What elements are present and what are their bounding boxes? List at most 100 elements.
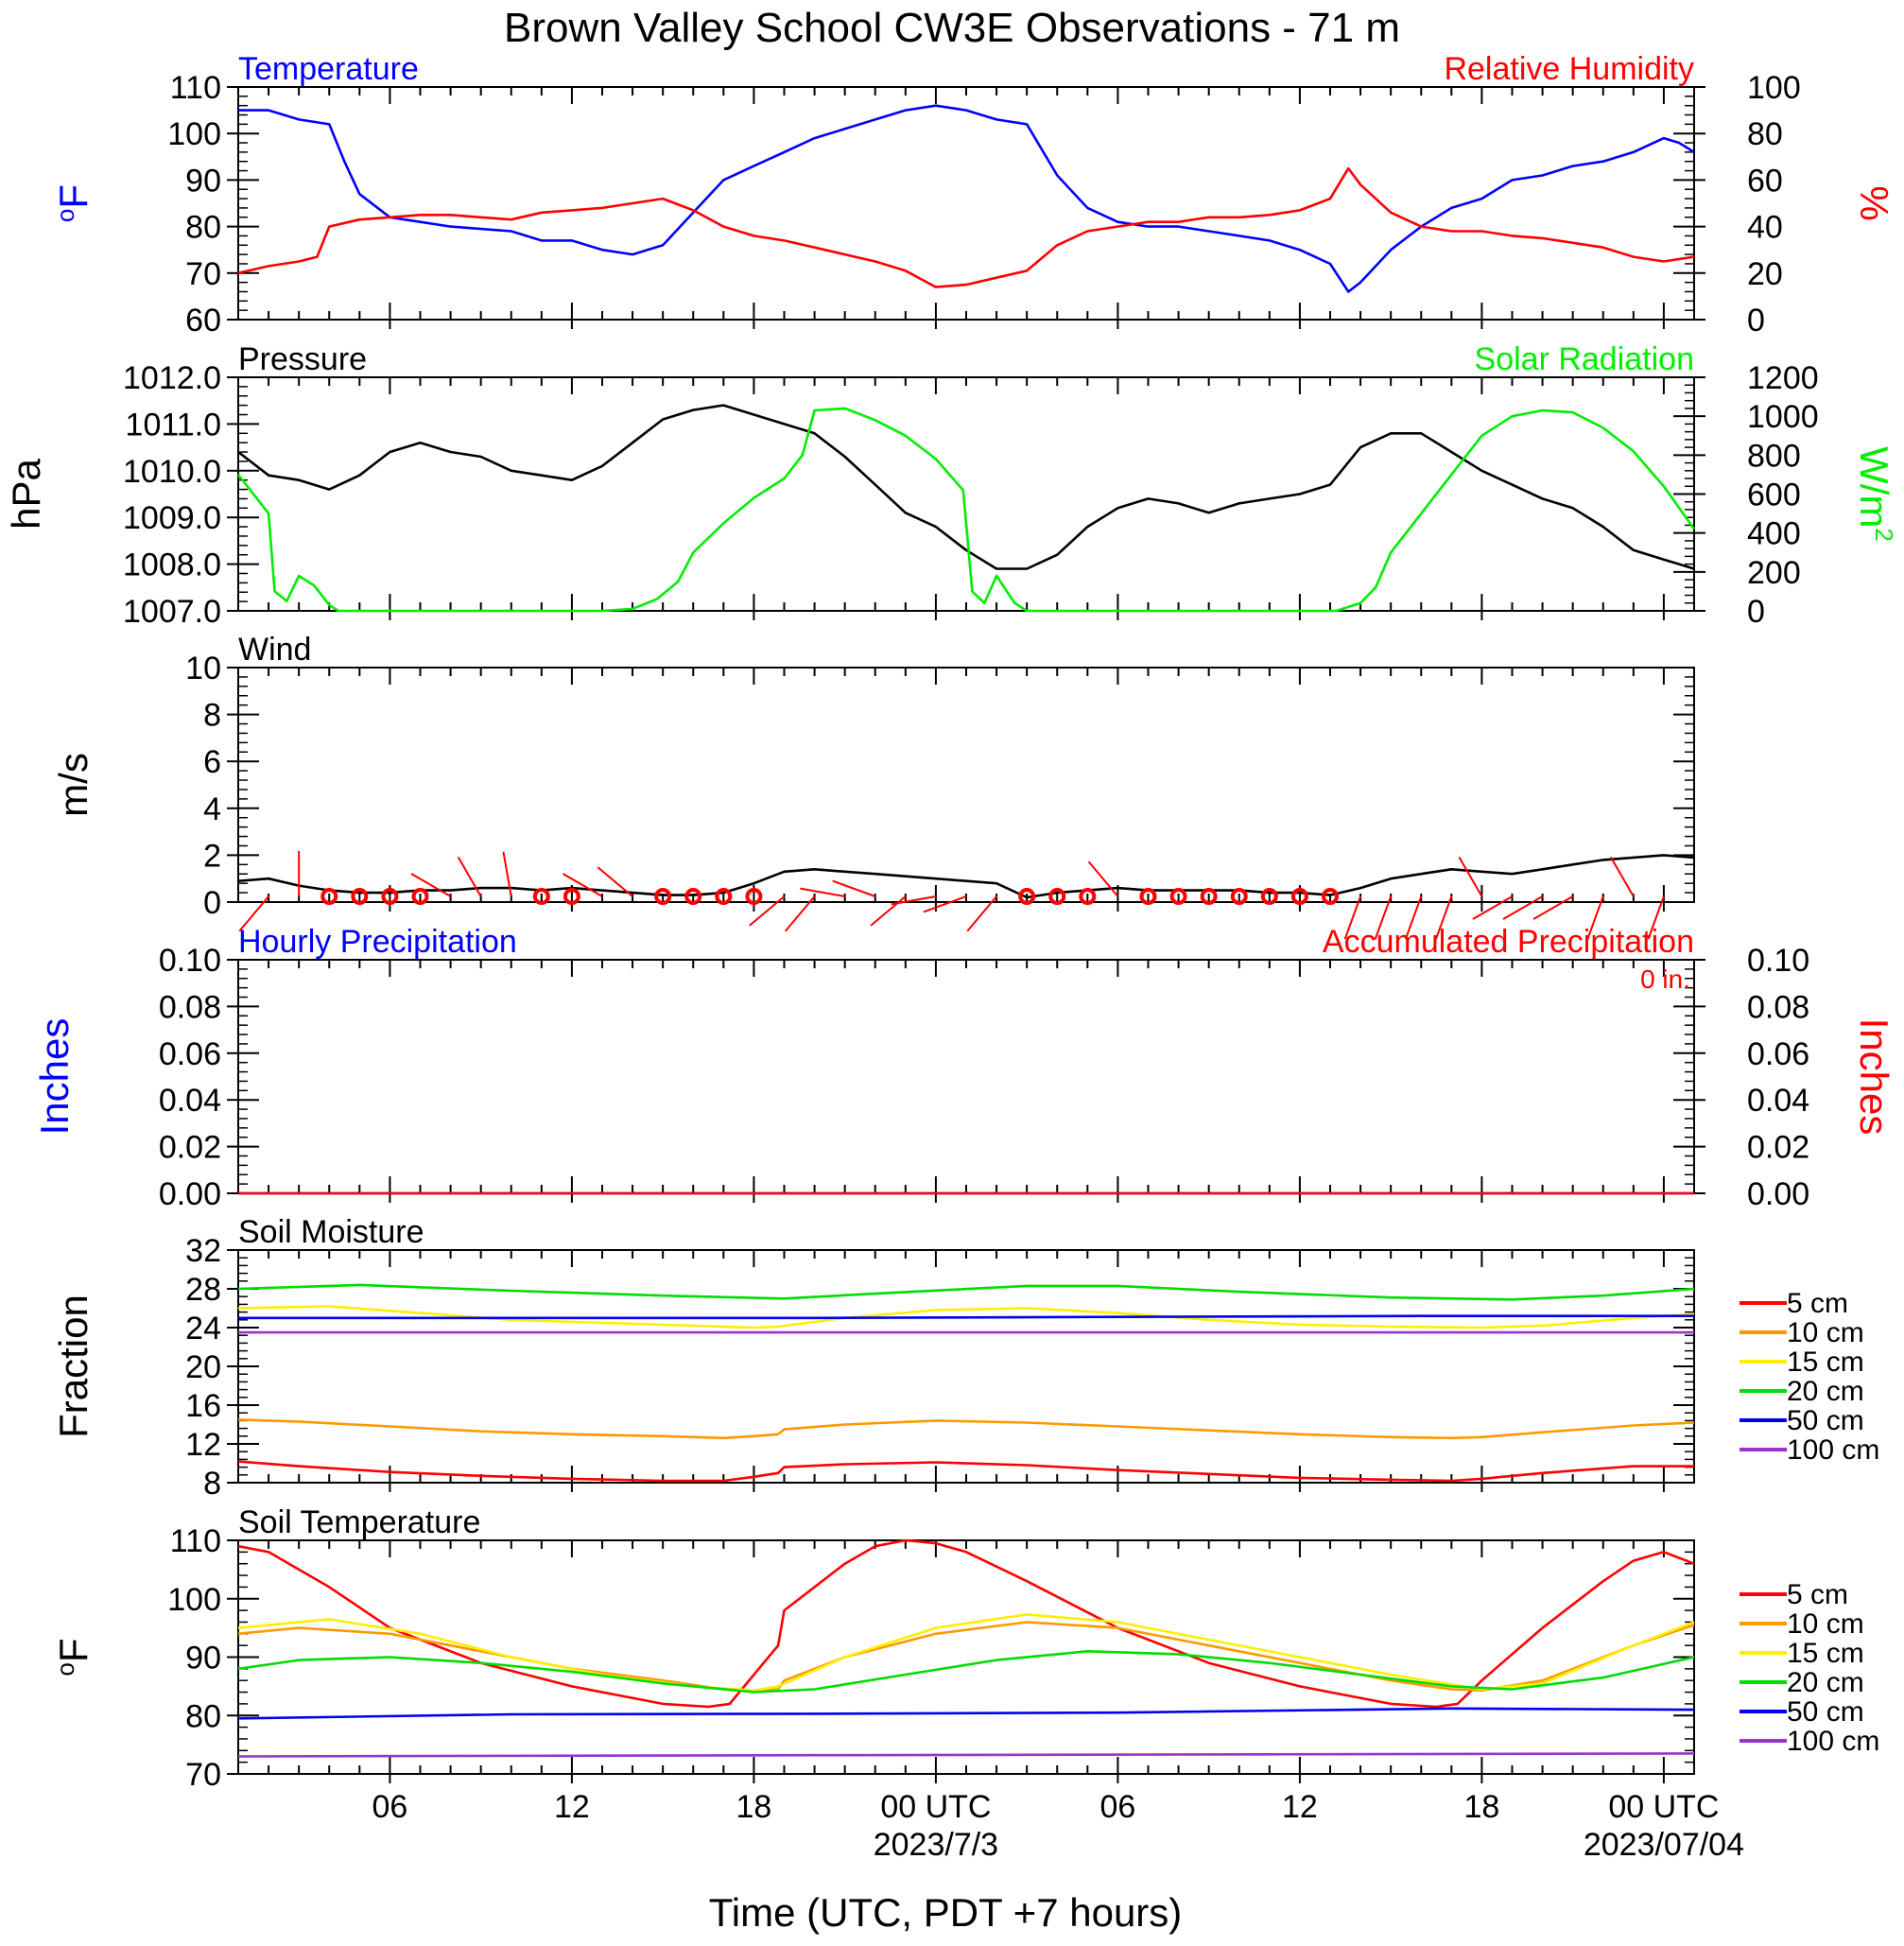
legend-label: 50 cm	[1787, 1696, 1864, 1728]
series-10-cm	[237, 1418, 1695, 1440]
wind-calm-marker	[1230, 888, 1248, 905]
y-tick-label: 0.02	[159, 1130, 221, 1166]
wind-barb	[1472, 895, 1514, 920]
wind-barb	[1647, 895, 1665, 940]
y-right-tick-label: 0.06	[1747, 1036, 1809, 1072]
y-tick-label: 90	[185, 163, 221, 199]
wind-barb	[238, 895, 269, 932]
y-tick-label: 32	[185, 1233, 221, 1269]
legend-label: 20 cm	[1787, 1376, 1864, 1407]
degree-mark: o	[51, 209, 79, 222]
wind-calm-marker	[1048, 888, 1066, 905]
y-right-tick-label: 200	[1747, 555, 1801, 591]
y-tick-label: 70	[185, 256, 221, 292]
y-tick-label: 0.04	[159, 1083, 221, 1119]
x-axis-label: Time (UTC, PDT +7 hours)	[709, 1890, 1183, 1935]
y-tick-label: 8	[203, 1466, 221, 1502]
wind-barb	[1434, 895, 1453, 940]
wind-barb	[502, 851, 512, 897]
y-tick-label: 1007.0	[123, 594, 221, 630]
x-date-label: 2023/7/3	[874, 1827, 998, 1863]
wind-calm-marker	[684, 888, 702, 905]
wind-calm-marker	[1260, 888, 1278, 905]
wind-calm-marker	[320, 888, 338, 905]
wind-barb	[832, 879, 876, 897]
y-right-tick-label: 100	[1747, 70, 1801, 106]
series-5-cm	[237, 1538, 1695, 1709]
chart-title: Brown Valley School CW3E Observations - …	[504, 5, 1400, 51]
plot-frame	[237, 667, 1695, 903]
series-50-cm	[237, 1707, 1695, 1720]
wind-calm-marker	[1079, 888, 1097, 905]
legend-label: 15 cm	[1787, 1347, 1864, 1378]
y-tick-label: 2	[203, 838, 221, 874]
wind-calm-marker	[532, 888, 550, 905]
accumulated-total: 0 in.	[1640, 964, 1690, 994]
series-20-cm	[237, 1283, 1695, 1301]
panel-title-left: Temperature	[238, 51, 419, 87]
x-tick-label: 06	[1100, 1789, 1136, 1825]
y-right-tick-label: 1200	[1747, 360, 1819, 396]
y-tick-label: 100	[167, 116, 221, 152]
y-axis-label-right: Inches	[1852, 1018, 1896, 1136]
superscript: 2	[1870, 528, 1898, 541]
y-right-tick-label: 0	[1747, 303, 1765, 339]
wind-calm-marker	[1169, 888, 1187, 905]
legend-label: 50 cm	[1787, 1405, 1864, 1436]
wind-calm-marker	[745, 888, 763, 905]
panel-title-left: Wind	[238, 632, 311, 668]
y-tick-label: 60	[185, 303, 221, 339]
y-right-tick-label: 0.02	[1747, 1130, 1809, 1166]
wind-barb	[966, 895, 997, 932]
y-axis-label: hPa	[4, 458, 48, 529]
y-tick-label: 70	[185, 1757, 221, 1793]
series-temperature	[238, 104, 1695, 293]
y-right-tick-label: 80	[1747, 116, 1783, 152]
unit: F	[51, 1638, 95, 1662]
wind-barb	[597, 866, 633, 897]
x-tick-label: 18	[736, 1789, 772, 1825]
series-15-cm	[237, 1613, 1695, 1692]
series-15-cm	[237, 1305, 1695, 1329]
y-tick-label: 6	[203, 744, 221, 780]
plot-frame	[237, 959, 1695, 1194]
x-tick-label: 18	[1464, 1789, 1500, 1825]
panel-title-left: Soil Temperature	[238, 1504, 480, 1540]
y-right-tick-label: 0.08	[1747, 989, 1809, 1025]
legend-label: 20 cm	[1787, 1667, 1864, 1698]
legend-label: 10 cm	[1787, 1608, 1864, 1640]
y-right-tick-label: 600	[1747, 478, 1801, 513]
series-relative-humidity	[237, 166, 1695, 288]
legend-label: 100 cm	[1787, 1434, 1879, 1466]
y-tick-label: 1009.0	[123, 500, 221, 536]
y-right-tick-label: 0.00	[1747, 1176, 1809, 1212]
wind-barb	[1087, 860, 1119, 897]
panel-title-right: Solar Radiation	[1475, 341, 1694, 377]
unit: F	[51, 184, 95, 209]
x-tick-label: 00 UTC	[880, 1789, 991, 1825]
y-axis-label: m/s	[51, 753, 95, 817]
wind-barb	[410, 873, 452, 897]
y-right-tick-label: 0	[1747, 594, 1765, 630]
series-wind	[237, 854, 1695, 899]
wind-barb	[1609, 856, 1635, 897]
series-pressure	[237, 404, 1695, 570]
y-right-tick-label: 0.10	[1747, 943, 1809, 979]
y-right-tick-label: 0.04	[1747, 1083, 1809, 1119]
wind-barb	[891, 895, 937, 906]
panel-title-right: Accumulated Precipitation	[1323, 924, 1694, 960]
series-5-cm	[237, 1460, 1694, 1483]
wind-barb	[562, 873, 603, 897]
plot-frame	[237, 1249, 1695, 1484]
y-tick-label: 0.00	[159, 1176, 221, 1212]
y-tick-label: 10	[185, 651, 221, 686]
series-100-cm	[237, 1752, 1695, 1758]
legend-label: 5 cm	[1787, 1288, 1848, 1319]
x-tick-label: 12	[554, 1789, 590, 1825]
panel-wind: 0 2 4 6 8 10 Wind m/s	[51, 632, 1695, 940]
wind-barb	[784, 895, 816, 932]
y-axis-label: Inches	[32, 1018, 77, 1136]
degree-mark: o	[51, 1662, 79, 1676]
